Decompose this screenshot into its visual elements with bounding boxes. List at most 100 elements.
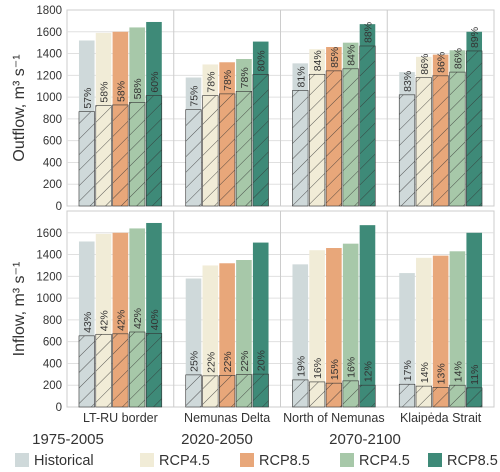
y-axis-label: Inflow, m³ s⁻¹ — [11, 262, 28, 357]
share-label: 25% — [189, 351, 201, 372]
legend-label: RCP8.5 — [447, 453, 498, 469]
period-label: 1975-2005 — [32, 431, 104, 448]
category-label: North of Nemunas — [283, 411, 384, 425]
share-label: 86% — [452, 48, 464, 69]
bar-share-hatch — [236, 91, 252, 206]
bar-share-hatch — [219, 93, 235, 206]
bar-share-hatch — [129, 102, 145, 206]
bar-share-hatch — [202, 95, 219, 206]
bar — [466, 232, 483, 407]
share-label: 22% — [222, 351, 234, 372]
bar — [432, 255, 449, 407]
bar-share-hatch — [252, 74, 269, 206]
y-tick-label: 1400 — [36, 49, 62, 61]
share-label: 58% — [99, 82, 111, 103]
bar — [326, 248, 342, 407]
share-label: 80% — [256, 50, 268, 71]
bar — [219, 263, 235, 407]
legend-swatch — [428, 453, 442, 467]
share-label: 60% — [149, 72, 161, 93]
bar-group: 17% 14% 13% 14% 11% — [398, 232, 483, 408]
bar — [309, 250, 325, 407]
bar-share-hatch — [78, 111, 95, 206]
bar-group: 75% 78% 78% 78% 80% — [185, 41, 269, 207]
bar-share-hatch — [399, 94, 415, 206]
bar — [342, 243, 359, 407]
share-label: 12% — [362, 361, 374, 382]
y-tick-label: 1200 — [36, 70, 62, 82]
share-label: 85% — [329, 47, 341, 68]
category-label: LT-RU border — [83, 411, 158, 425]
share-label: 88% — [362, 22, 374, 43]
bar-share-hatch — [466, 387, 483, 407]
share-label: 78% — [239, 67, 251, 88]
y-tick-label: 1400 — [36, 250, 62, 262]
category-label: Klaipėda Strait — [400, 411, 482, 425]
panel-inflow: 0 200 400 600 800 1000 1200 1400 1600 Inflow, m³ … — [11, 210, 495, 414]
legend-swatch — [15, 453, 29, 467]
y-tick-label: 1000 — [36, 92, 62, 104]
bar-share-hatch — [359, 385, 376, 407]
bar — [292, 264, 309, 407]
bar-share-hatch — [146, 333, 162, 407]
bar-share-hatch — [432, 75, 449, 206]
bar-share-hatch — [95, 334, 112, 407]
bar-share-hatch — [202, 375, 219, 407]
bar-share-hatch — [129, 331, 145, 407]
share-label: 42% — [132, 308, 144, 329]
share-label: 84% — [312, 50, 324, 71]
bar-share-hatch — [399, 384, 415, 407]
y-tick-label: 1800 — [36, 5, 62, 17]
share-label: 13% — [436, 363, 448, 384]
y-tick-label: 1600 — [36, 27, 62, 39]
bar-group: 19% 16% 15% 16% 12% — [292, 225, 376, 408]
bar — [359, 225, 376, 407]
bar-group: 81% 84% 85% 84% 88% — [292, 22, 376, 207]
y-tick-label: 600 — [43, 136, 62, 148]
share-label: 43% — [82, 312, 94, 333]
legend-label: RCP8.5 — [259, 453, 310, 469]
y-tick-label: 600 — [43, 337, 62, 349]
bar-share-hatch — [432, 387, 449, 407]
bar-share-hatch — [326, 383, 342, 407]
share-label: 89% — [469, 27, 481, 48]
bar — [416, 257, 432, 407]
y-tick-label: 400 — [43, 157, 62, 169]
share-label: 57% — [82, 88, 94, 109]
bar-share-hatch — [219, 375, 235, 407]
share-label: 81% — [295, 66, 307, 87]
y-tick-label: 800 — [43, 315, 62, 327]
share-label: 84% — [346, 45, 358, 66]
y-tick-label: 1600 — [36, 228, 62, 240]
bar — [252, 242, 269, 407]
category-label: Nemunas Delta — [184, 411, 270, 425]
share-label: 15% — [329, 359, 341, 380]
y-tick-label: 800 — [43, 114, 62, 126]
y-tick-label: 1000 — [36, 293, 62, 305]
y-tick-label: 400 — [43, 358, 62, 370]
bar-share-hatch — [309, 74, 325, 207]
share-label: 22% — [239, 351, 251, 372]
bar-share-hatch — [112, 104, 129, 206]
share-label: 20% — [256, 350, 268, 371]
share-label: 58% — [115, 81, 127, 102]
bar-share-hatch — [252, 374, 269, 407]
y-tick-label: 200 — [43, 179, 62, 191]
share-label: 19% — [295, 356, 307, 377]
share-label: 17% — [402, 360, 414, 381]
share-label: 16% — [312, 358, 324, 379]
share-label: 75% — [189, 86, 201, 107]
y-tick-label: 1200 — [36, 271, 62, 283]
bar-share-hatch — [449, 72, 466, 207]
y-tick-label: 0 — [56, 201, 62, 213]
bar — [449, 251, 466, 407]
legend-swatch — [240, 453, 254, 467]
share-label: 78% — [222, 70, 234, 91]
bar-share-hatch — [449, 385, 466, 407]
bar-share-hatch — [292, 379, 309, 407]
legend-label: RCP4.5 — [159, 453, 210, 469]
share-label: 83% — [402, 71, 414, 92]
share-label: 58% — [132, 78, 144, 99]
bar-share-hatch — [326, 70, 342, 206]
